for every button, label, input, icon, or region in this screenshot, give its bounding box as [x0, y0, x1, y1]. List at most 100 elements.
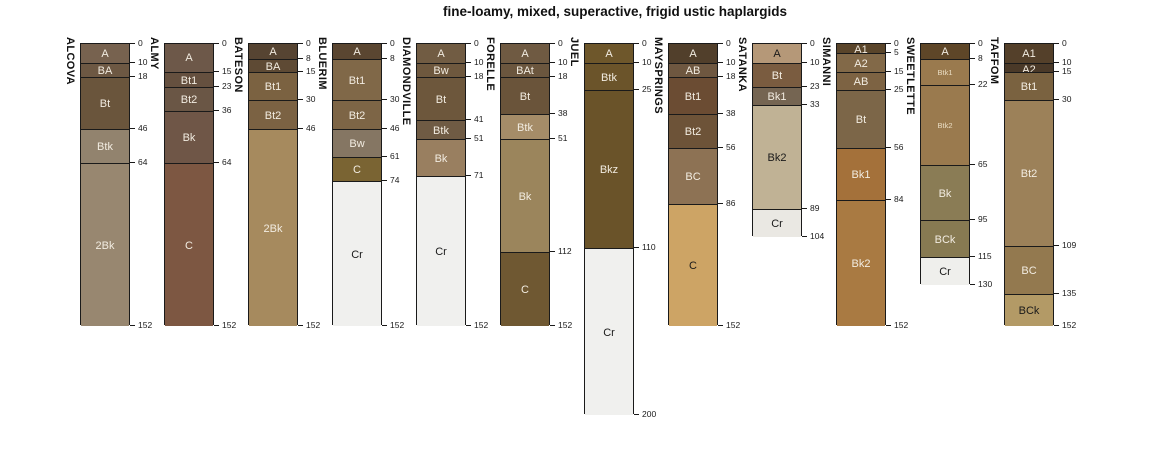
depth-tick-line: [550, 43, 555, 44]
depth-tick-line: [382, 99, 387, 100]
horizon-label: Btk: [517, 122, 533, 134]
horizon-a: A: [165, 44, 213, 72]
horizon-ab: AB: [837, 72, 885, 90]
horizon-a: A: [753, 44, 801, 63]
horizon-label: 2Bk: [263, 223, 283, 235]
depth-tick-line: [886, 89, 891, 90]
soil-column: A Btk1 Btk2 Bk BCk Cr: [920, 43, 970, 285]
depth-tick-line: [466, 138, 471, 139]
depth-tick-line: [886, 43, 891, 44]
depth-tick-line: [382, 128, 387, 129]
soil-column: A Bt Bk1 Bk2 Cr: [752, 43, 802, 237]
depth-label: 104: [810, 231, 825, 241]
depth-tick-line: [970, 284, 975, 285]
horizon-label: A: [689, 48, 697, 60]
horizon-bk2: Bk2: [753, 105, 801, 209]
depth-tick-line: [298, 128, 303, 129]
horizon-label: Btk: [433, 125, 449, 137]
depth-label: 130: [978, 279, 993, 289]
depth-label: 0: [978, 38, 983, 48]
profile-name: SWEETLETTE: [904, 37, 916, 115]
horizon-bt: Bt: [753, 63, 801, 87]
depth-tick-line: [1054, 99, 1059, 100]
depth-tick-line: [214, 110, 219, 111]
horizon-a: A: [669, 44, 717, 63]
horizon-label: Bt: [855, 114, 867, 126]
depth-label: 56: [726, 142, 736, 152]
depth-tick-line: [214, 162, 219, 163]
depth-label: 46: [390, 123, 400, 133]
horizon-label: Cr: [771, 218, 783, 230]
depth-label: 25: [894, 84, 904, 94]
horizon-label: BC: [1021, 265, 1037, 277]
horizon-label: A: [101, 48, 109, 60]
horizon-label: Bt2: [1020, 168, 1038, 180]
soil-column: A BAt Bt Btk Bk C: [500, 43, 550, 326]
horizon-bk: Bk: [921, 165, 969, 220]
horizon-label: Bt: [435, 94, 447, 106]
depth-label: 41: [474, 114, 484, 124]
horizon-bck: BCk: [1005, 294, 1053, 326]
horizon-a: A: [417, 44, 465, 63]
depth-label: 18: [474, 71, 484, 81]
horizon-label: BA: [265, 61, 281, 73]
horizon-label: BCk: [934, 234, 956, 246]
horizon-btk: Btk: [501, 114, 549, 139]
horizon-label: A: [941, 46, 949, 58]
horizon-bt2: Bt2: [1005, 100, 1053, 246]
horizon-label: BCk: [1018, 305, 1040, 317]
depth-tick-line: [970, 256, 975, 257]
horizon-ba: BA: [249, 59, 297, 73]
horizon-c: C: [501, 252, 549, 326]
horizon-label: A: [605, 48, 613, 60]
depth-label: 5: [894, 47, 899, 57]
horizon-label: 2Bk: [95, 240, 115, 252]
depth-tick-line: [382, 325, 387, 326]
horizon-cr: Cr: [585, 248, 633, 415]
depth-label: 152: [894, 320, 909, 330]
profile-name: JUEL: [568, 37, 580, 67]
horizon-2bk: 2Bk: [81, 163, 129, 326]
depth-label: 8: [978, 53, 983, 63]
horizon-label: A1: [1022, 48, 1036, 60]
depth-tick-line: [634, 62, 639, 63]
depth-tick-line: [718, 76, 723, 77]
horizon-label: Bk1: [851, 169, 871, 181]
depth-tick-line: [802, 104, 807, 105]
depth-tick-line: [550, 251, 555, 252]
depth-tick-line: [550, 138, 555, 139]
horizon-bt: Bt: [417, 77, 465, 120]
horizon-label: Btk1: [937, 68, 953, 77]
depth-tick-line: [550, 62, 555, 63]
depth-label: 10: [642, 57, 652, 67]
horizon-a1: A1: [1005, 44, 1053, 63]
horizon-bt2: Bt2: [333, 100, 381, 129]
depth-tick-line: [130, 62, 135, 63]
horizon-label: C: [521, 284, 529, 296]
horizon-label: A: [437, 48, 445, 60]
horizon-bt1: Bt1: [165, 72, 213, 87]
depth-label: 152: [474, 320, 489, 330]
horizon-bt1: Bt1: [669, 77, 717, 114]
horizon-bt2: Bt2: [249, 100, 297, 129]
depth-label: 0: [222, 38, 227, 48]
horizon-cr: Cr: [921, 257, 969, 285]
depth-label: 152: [306, 320, 321, 330]
horizon-label: Bk: [518, 191, 532, 203]
horizon-bkz: Bkz: [585, 90, 633, 248]
horizon-label: A: [521, 48, 529, 60]
soil-column: A BA Bt Btk 2Bk: [80, 43, 130, 326]
depth-label: 86: [726, 198, 736, 208]
horizon-2bk: 2Bk: [249, 129, 297, 326]
depth-label: 15: [306, 66, 316, 76]
depth-tick-line: [718, 62, 723, 63]
horizon-label: Cr: [351, 249, 363, 261]
horizon-label: Cr: [435, 246, 447, 258]
horizon-label: Btk2: [937, 121, 953, 130]
depth-tick-line: [1054, 71, 1059, 72]
depth-tick-line: [802, 62, 807, 63]
depth-tick-line: [466, 43, 471, 44]
depth-label: 8: [306, 53, 311, 63]
horizon-bc: BC: [669, 148, 717, 204]
depth-tick-line: [214, 43, 219, 44]
